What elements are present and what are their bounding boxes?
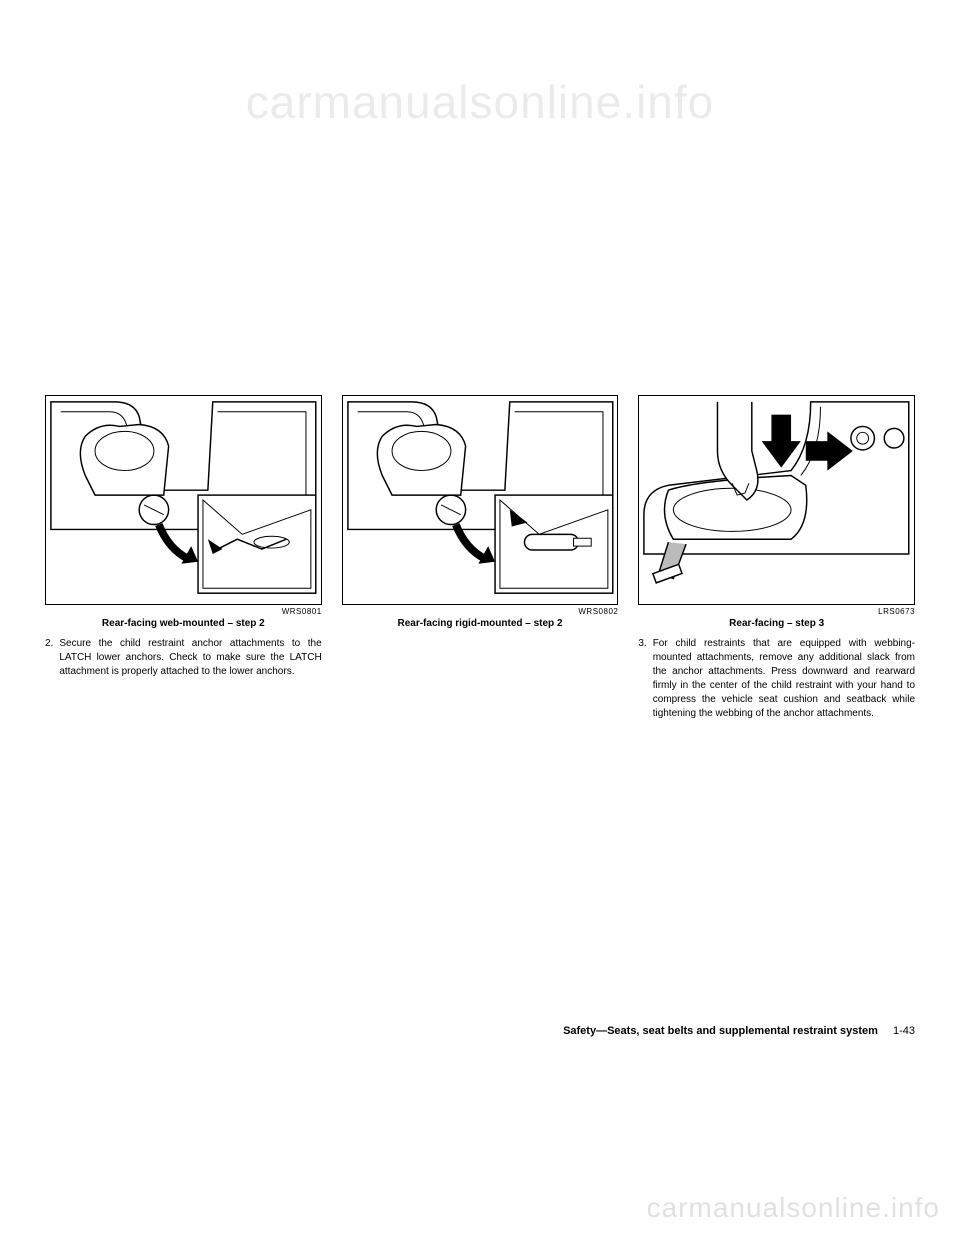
item-number-3: 3. — [638, 637, 646, 721]
figure-1-code: WRS0801 — [45, 607, 322, 616]
figure-3-code: LRS0673 — [638, 607, 915, 616]
main-content: WRS0801 Rear-facing web-mounted – step 2… — [45, 395, 915, 721]
footer-page-number: 1-43 — [893, 1025, 915, 1037]
watermark-bottom: carmanualsonline.info — [647, 1192, 940, 1224]
figure-2 — [342, 395, 619, 605]
item-text-3: For child restraints that are equipped w… — [653, 637, 915, 721]
footer-section-title: Safety—Seats, seat belts and supplementa… — [563, 1025, 878, 1037]
watermark-top: carmanualsonline.info — [0, 75, 960, 129]
figure-2-caption: Rear-facing rigid-mounted – step 2 — [342, 618, 619, 629]
figure-1-caption: Rear-facing web-mounted – step 2 — [45, 618, 322, 629]
figure-3-caption: Rear-facing – step 3 — [638, 618, 915, 629]
column-3: LRS0673 Rear-facing – step 3 3. For chil… — [638, 395, 915, 721]
column-3-text: 3. For child restraints that are equippe… — [638, 637, 915, 721]
figure-3 — [638, 395, 915, 605]
column-1: WRS0801 Rear-facing web-mounted – step 2… — [45, 395, 322, 721]
figure-1 — [45, 395, 322, 605]
item-text-1: Secure the child restraint anchor attach… — [59, 637, 321, 679]
column-1-text: 2. Secure the child restraint anchor att… — [45, 637, 322, 679]
column-2: WRS0802 Rear-facing rigid-mounted – step… — [342, 395, 619, 721]
page-footer: Safety—Seats, seat belts and supplementa… — [563, 1025, 915, 1037]
item-number-1: 2. — [45, 637, 53, 679]
figure-2-code: WRS0802 — [342, 607, 619, 616]
